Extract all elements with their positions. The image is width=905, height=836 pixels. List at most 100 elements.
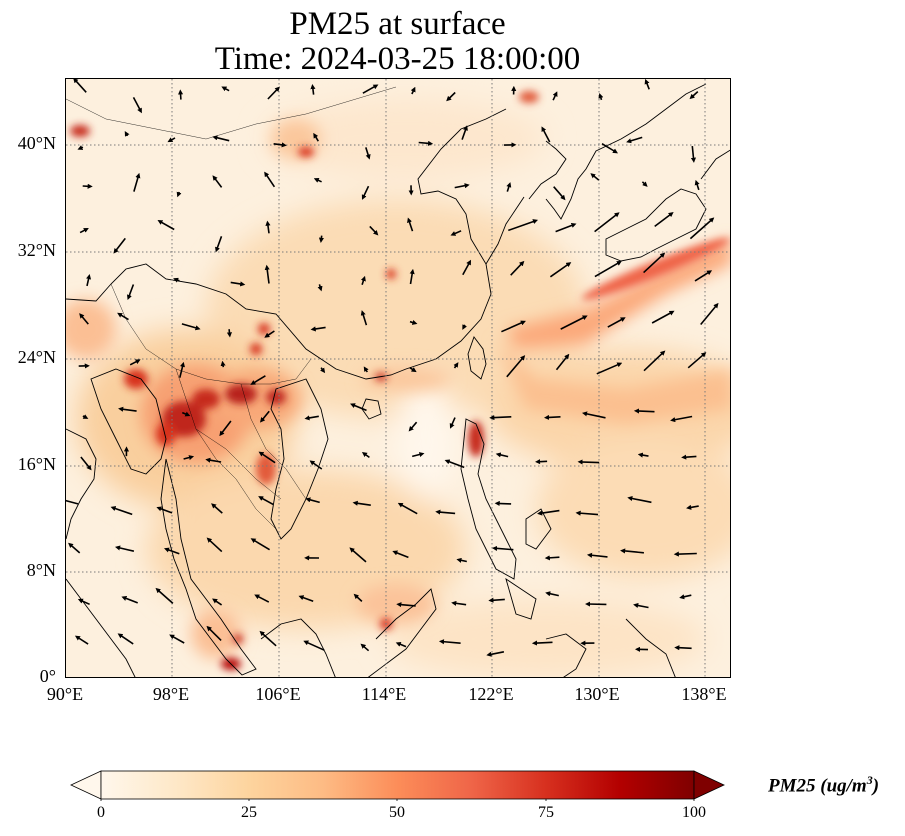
wind-arrow	[407, 217, 414, 232]
wind-arrow	[435, 509, 456, 515]
colorbar-gradient	[100, 770, 695, 800]
wind-arrow	[555, 353, 570, 371]
wind-arrow	[310, 326, 326, 332]
wind-arrow	[360, 643, 370, 652]
wind-arrow	[133, 172, 141, 192]
wind-arrow	[686, 504, 699, 510]
wind-arrow	[689, 217, 715, 240]
wind-arrow	[694, 179, 700, 191]
lat-tick-label: 32°N	[17, 240, 56, 260]
lon-tick-label: 122°E	[468, 684, 514, 704]
wind-arrow	[68, 542, 81, 554]
wind-arrow	[264, 171, 276, 188]
wind-arrow	[176, 191, 182, 198]
wind-arrow	[77, 598, 90, 606]
wind-arrow	[309, 460, 323, 470]
wind-arrow	[167, 137, 176, 143]
wind-arrow	[501, 320, 526, 333]
lon-tick-label: 98°E	[152, 684, 190, 704]
wind-arrow	[215, 236, 223, 253]
wind-arrow	[254, 594, 270, 603]
wind-arrow	[694, 270, 713, 282]
wind-arrow	[409, 367, 417, 373]
graticule	[66, 79, 730, 677]
wind-arrow	[74, 635, 89, 645]
wind-arrow	[250, 375, 266, 385]
lat-tick-label: 24°N	[17, 347, 56, 367]
wind-arrow	[643, 350, 666, 372]
wind-arrow	[620, 548, 644, 554]
wind-arrow	[494, 500, 512, 507]
wind-arrow	[508, 219, 539, 232]
wind-arrow	[360, 275, 366, 285]
wind-arrow	[73, 79, 87, 93]
colorbar-tick-label: 50	[389, 804, 405, 821]
wind-arrow	[317, 284, 323, 292]
wind-arrow	[409, 320, 418, 325]
wind-arrow	[543, 414, 561, 421]
wind-arrow	[598, 93, 604, 101]
wind-arrow	[173, 277, 180, 283]
wind-arrow	[409, 268, 415, 285]
pm25-map	[66, 79, 730, 677]
wind-arrow	[221, 86, 230, 92]
wind-arrow	[318, 235, 324, 243]
wind-arrow	[486, 651, 505, 657]
lon-tick-label: 138°E	[681, 684, 727, 704]
wind-arrow	[303, 640, 325, 651]
wind-arrow	[304, 415, 319, 421]
wind-arrow	[155, 587, 174, 604]
wind-arrow	[456, 557, 467, 563]
wind-arrow	[86, 274, 92, 287]
lon-tick-label: 90°E	[46, 684, 84, 704]
wind-arrow	[226, 329, 232, 338]
wind-arrow	[586, 552, 608, 558]
wind-arrow	[510, 260, 525, 276]
wind-arrow	[654, 212, 674, 228]
wind-arrow	[462, 259, 472, 276]
wind-arrow	[80, 456, 92, 471]
wind-arrow	[410, 86, 416, 95]
wind-arrow	[349, 547, 367, 563]
wind-arrow	[594, 212, 620, 233]
wind-arrow	[264, 264, 270, 284]
wind-arrow	[212, 598, 223, 606]
wind-arrow	[156, 506, 173, 514]
colorbar-tick-label: 100	[682, 804, 706, 821]
wind-arrow	[369, 225, 379, 236]
wind-arrow	[491, 545, 514, 551]
wind-arrow	[250, 538, 271, 551]
colorbar-tick-label: 0	[97, 804, 105, 821]
wind-arrow	[549, 262, 572, 278]
wind-arrow	[110, 506, 133, 516]
wind-arrow	[267, 86, 280, 100]
wind-arrow	[115, 545, 135, 552]
wind-arrow	[626, 136, 643, 144]
wind-arrow	[265, 220, 271, 234]
wind-arrow	[438, 639, 461, 645]
wind-arrow	[313, 178, 322, 183]
wind-arrow	[560, 315, 588, 330]
map-title: PM25 at surface	[289, 6, 506, 42]
colorbar-tick-label: 75	[538, 804, 554, 821]
wind-arrow	[121, 596, 138, 604]
wind-arrow	[258, 451, 276, 464]
wind-arrow	[82, 414, 89, 419]
wind-arrow	[273, 142, 287, 148]
wind-arrow	[506, 182, 512, 192]
wind-arrow	[396, 602, 416, 608]
wind-arrow	[641, 181, 648, 187]
pm25-hotspots	[70, 91, 730, 670]
wind-arrow	[689, 91, 699, 100]
wind-arrow	[462, 324, 467, 330]
wind-arrow	[298, 595, 314, 603]
wind-arrow	[212, 135, 230, 142]
lon-tick-label: 130°E	[574, 684, 620, 704]
wind-vectors	[66, 79, 719, 657]
wind-arrow	[601, 143, 618, 154]
wind-arrow	[552, 91, 558, 101]
wind-arrow	[181, 323, 201, 331]
wind-arrow	[117, 312, 129, 321]
wind-arrow	[169, 634, 185, 644]
wind-arrow	[596, 362, 623, 375]
